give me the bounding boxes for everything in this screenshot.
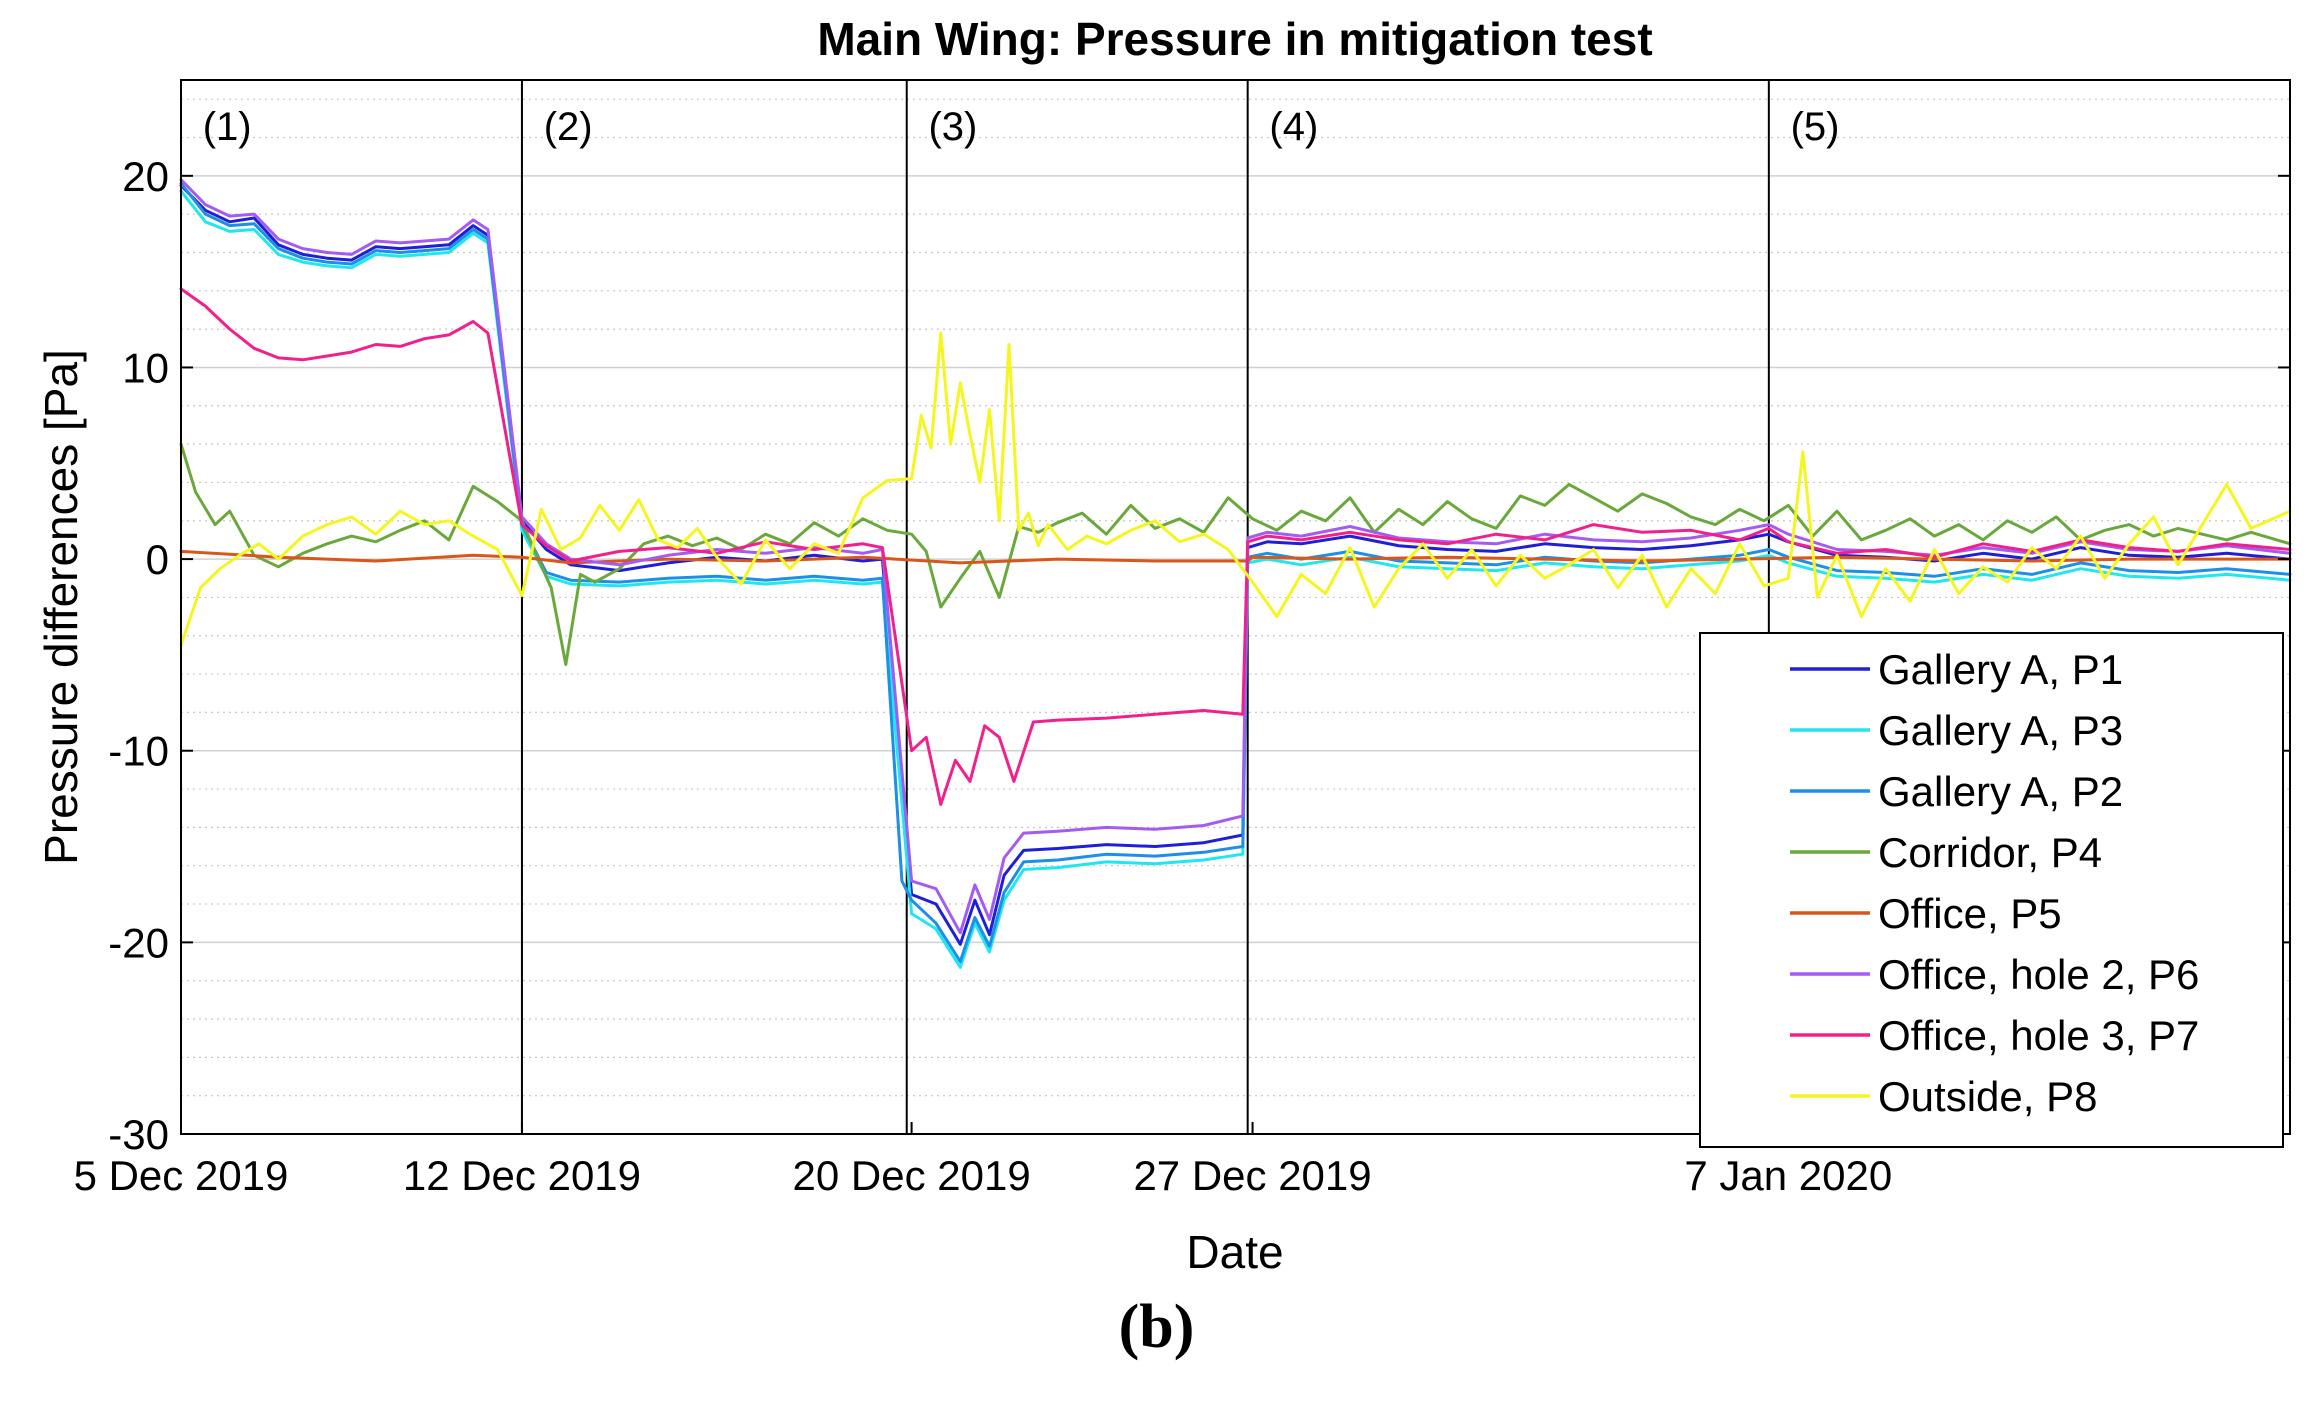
x-tick-label: 12 Dec 2019 [403,1152,641,1199]
phase-label: (5) [1791,105,1840,149]
plot-area-frame [180,79,2291,1135]
legend-entry: Gallery A, P3 [1878,707,2123,754]
x-tick-label: 20 Dec 2019 [793,1152,1031,1199]
series-line [179,331,2292,647]
series-line [179,549,2292,565]
y-axis-label: Pressure differences [Pa] [35,349,87,865]
y-tick-label: -20 [108,919,169,966]
phase-label: (4) [1269,105,1318,149]
y-tick-label: -30 [108,1111,169,1158]
series-line [179,178,2292,935]
legend-entry: Gallery A, P2 [1878,768,2123,815]
legend-entry: Office, P5 [1878,890,2062,937]
legend: Gallery A, P1 Gallery A, P3 Gallery A, P2 C… [1699,632,2284,1148]
x-axis-label: Date [1186,1226,1283,1278]
data-series [179,178,2292,969]
y-tick-label: 0 [146,536,169,583]
x-tick-label: 5 Dec 2019 [74,1152,289,1199]
legend-entry: Office, hole 2, P6 [1878,951,2199,998]
y-tick-label: 10 [122,344,169,391]
legend-entry: Outside, P8 [1878,1073,2097,1120]
legend-entry: Office, hole 3, P7 [1878,1012,2199,1059]
series-line [179,287,2292,806]
phase-label: (2) [544,105,593,149]
phase-lines: (1) (2) (3) (4) (5) [203,80,1840,1134]
series-line [179,189,2292,969]
chart-title: Main Wing: Pressure in mitigation test [817,13,1652,65]
phase-label: (3) [928,105,977,149]
x-tick-label: 27 Dec 2019 [1133,1152,1371,1199]
figure-caption: (b) [1118,1293,1195,1361]
legend-box [1699,632,2284,1148]
legend-entry: Gallery A, P1 [1878,646,2123,693]
axis-ticks: 20 10 0 -10 -20 -305 Dec 2019 12 Dec 2019 20 De… [74,153,2290,1199]
phase-label: (1) [203,105,252,149]
y-tick-label: 20 [122,153,169,200]
x-tick-label: 7 Jan 2020 [1684,1152,1892,1199]
legend-entry: Corridor, P4 [1878,829,2102,876]
y-tick-label: -10 [108,728,169,775]
